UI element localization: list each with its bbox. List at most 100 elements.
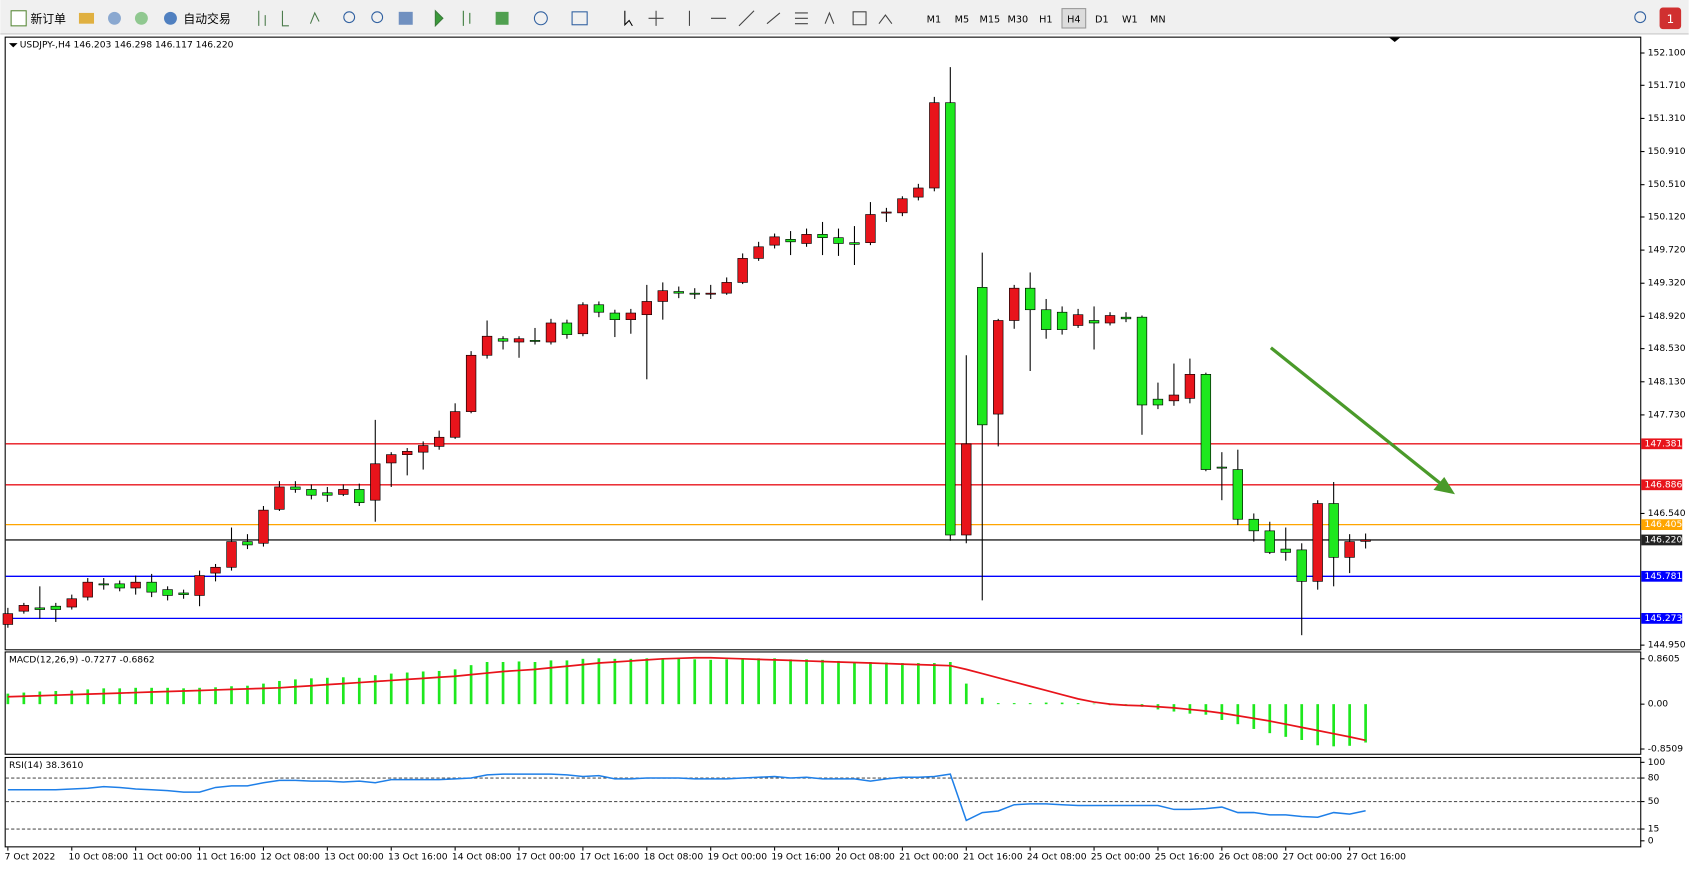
candle-body [737, 258, 748, 283]
timeframe-button[interactable]: H4 [1067, 14, 1080, 25]
x-tick-label: 11 Oct 16:00 [196, 853, 256, 863]
toolbar-icon[interactable] [108, 11, 121, 25]
level-label-bg [1641, 479, 1683, 491]
candle-body [1296, 549, 1307, 582]
auto-trading-button[interactable]: 自动交易 [183, 12, 230, 26]
zoom-out[interactable] [371, 11, 384, 24]
x-tick-label: 10 Oct 08:00 [69, 853, 129, 863]
candle-body [1280, 548, 1291, 553]
y-tick-label: 100 [1648, 758, 1666, 768]
period-icon[interactable] [533, 11, 548, 26]
y-tick-label: 149.320 [1648, 279, 1686, 289]
candle-body [178, 592, 189, 595]
candle-body [1360, 539, 1371, 542]
y-tick-label: 151.710 [1648, 81, 1686, 91]
level-label: 145.273 [1645, 614, 1683, 624]
candle-body [1264, 530, 1275, 553]
toolbar-icon[interactable] [134, 11, 148, 25]
y-tick-label: 149.720 [1648, 246, 1686, 256]
candle-body [1120, 316, 1132, 320]
rsi-label: RSI(14) 38.3610 [9, 761, 84, 771]
candle-body [833, 237, 844, 244]
x-tick-label: 17 Oct 16:00 [580, 853, 640, 863]
x-tick-label: 17 Oct 00:00 [516, 853, 576, 863]
y-tick-label: 152.100 [1648, 49, 1686, 59]
candle-body [1200, 374, 1212, 470]
y-tick-label: 0 [1648, 836, 1654, 846]
timeframe-button[interactable]: H1 [1039, 14, 1052, 25]
candle-body [993, 320, 1004, 415]
candle-body [322, 492, 333, 496]
drawing-tools[interactable] [824, 11, 893, 26]
candle-body [625, 312, 637, 320]
toolbar-icons[interactable] [258, 10, 320, 27]
candle-body [865, 214, 876, 243]
y-tick-label: 150.910 [1648, 147, 1686, 157]
toolbar-icon[interactable] [78, 12, 95, 24]
y-tick-label: 150.510 [1648, 180, 1686, 190]
x-tick-label: 12 Oct 08:00 [260, 853, 320, 863]
trend-arrow [1269, 346, 1445, 487]
y-tick-label: 150.120 [1648, 212, 1686, 222]
timeframe-button[interactable]: M30 [1008, 14, 1029, 25]
candle-body [897, 198, 908, 214]
signal-line [7, 656, 1366, 742]
candle-body [721, 282, 732, 294]
candle-body [977, 287, 988, 426]
x-tick-label: 20 Oct 08:00 [835, 853, 895, 863]
candle-body [1040, 309, 1052, 330]
new-order-icon[interactable] [10, 10, 27, 27]
candle-body [545, 322, 557, 343]
candle-body [1312, 503, 1323, 582]
candle-body [961, 443, 972, 536]
level-label-bg [1641, 612, 1683, 624]
candle-body [98, 583, 109, 586]
candle-body [769, 236, 780, 246]
candle-body [370, 463, 381, 501]
notification-badge[interactable] [1659, 7, 1682, 30]
candle-body [82, 581, 93, 598]
auto-trading-icon[interactable] [164, 11, 177, 25]
tile-icon[interactable] [398, 11, 413, 25]
timeframe-button[interactable]: D1 [1095, 14, 1109, 25]
candle-body [433, 436, 445, 447]
candle-body [290, 486, 301, 490]
candle-body [1056, 311, 1068, 330]
y-tick-label: 148.920 [1648, 312, 1686, 322]
new-order-button[interactable]: 新订单 [30, 12, 66, 26]
cursor-tool[interactable] [624, 10, 633, 27]
y-tick-label: 147.730 [1648, 410, 1686, 420]
candle-body [18, 605, 30, 612]
level-label-bg [1641, 570, 1683, 582]
candle-body [657, 290, 668, 302]
candle-body [609, 312, 621, 320]
candle-body [1232, 469, 1243, 520]
drawing-tools[interactable] [648, 10, 808, 27]
zoom-in[interactable] [343, 11, 356, 24]
timeframe-button[interactable]: MN [1150, 14, 1166, 25]
y-tick-label: 0.8605 [1648, 654, 1680, 664]
timeframe-button[interactable]: M1 [927, 14, 942, 25]
candle-body [689, 292, 700, 295]
indicator-icon[interactable] [495, 11, 509, 25]
timeframe-button[interactable]: M5 [955, 14, 970, 25]
shift-marker [1389, 37, 1401, 42]
candle-body [673, 291, 684, 294]
timeframe-button[interactable]: M15 [980, 14, 1001, 25]
timeframe-button[interactable]: W1 [1122, 14, 1138, 25]
candle-body [306, 489, 317, 496]
template-icon[interactable] [571, 11, 588, 26]
candle-body [1104, 315, 1116, 324]
x-tick-label: 26 Oct 08:00 [1219, 853, 1279, 863]
candle-body [226, 541, 237, 568]
candle-body [34, 607, 45, 610]
candle-body [1025, 287, 1036, 311]
candle-body [1168, 394, 1180, 402]
candle-body [1248, 518, 1259, 532]
candle-body [513, 338, 525, 343]
y-tick-label: -0.8509 [1648, 745, 1683, 755]
toolbar-icons[interactable] [434, 9, 471, 28]
search-icon[interactable] [1634, 11, 1647, 24]
candle-body [817, 234, 828, 239]
candle-body [753, 246, 764, 259]
